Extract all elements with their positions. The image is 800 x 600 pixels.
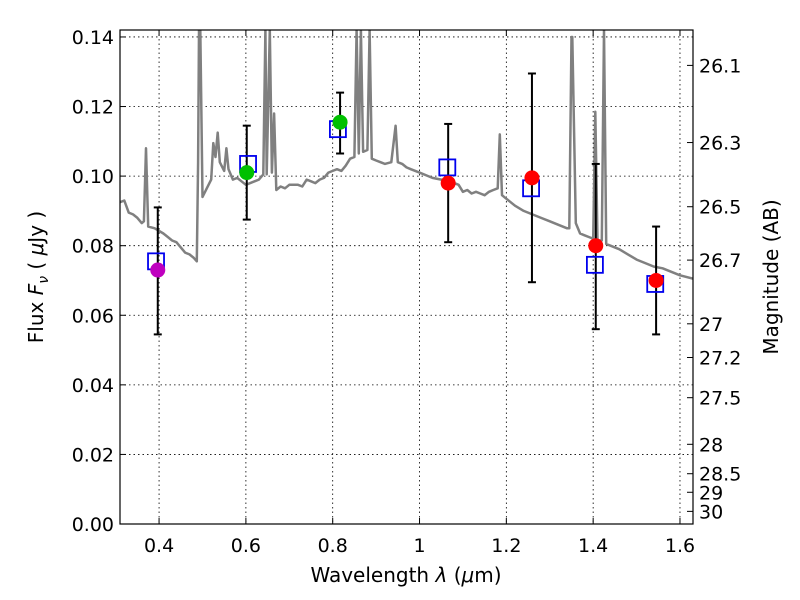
magnitude-tick-label: 30 [699, 501, 723, 523]
x-tick-label: 0.8 [318, 535, 348, 557]
photometry-point [150, 262, 166, 278]
y-tick-label: 0.08 [72, 236, 114, 258]
x-axis-ticks: 0.4 0.6 0.8 1 1.2 1.4 1.6 [144, 30, 695, 557]
magnitude-tick-label: 29 [699, 482, 723, 504]
y-tick-label: 0.10 [72, 166, 114, 188]
y-axis-ticks: 0.00 0.02 0.04 0.06 0.08 0.10 0.12 0.14 [72, 27, 126, 536]
magnitude-tick-label: 26.5 [699, 197, 741, 219]
right-axis-label: Magnitude (AB) [759, 199, 783, 354]
y-tick-label: 0.12 [72, 97, 114, 119]
magnitude-tick-label: 26.1 [699, 55, 741, 77]
y-tick-label: 0.02 [72, 444, 114, 466]
x-tick-label: 0.4 [144, 535, 174, 557]
y-tick-label: 0.00 [72, 514, 114, 536]
x-tick-label: 1 [413, 535, 425, 557]
model-band-square [585, 255, 604, 274]
photometry-point [440, 175, 456, 191]
axes-frame [119, 29, 694, 525]
magnitude-tick-label: 26.3 [699, 133, 741, 155]
x-tick-label: 0.6 [231, 535, 261, 557]
y-tick-label: 0.06 [72, 305, 114, 327]
photometry-point [239, 165, 255, 181]
photometry-points [150, 114, 664, 288]
x-tick-label: 1.6 [665, 535, 695, 557]
magnitude-tick-label: 27 [699, 314, 723, 336]
x-tick-label: 1.2 [491, 535, 521, 557]
magnitude-tick-label: 26.7 [699, 250, 741, 272]
magnitude-tick-label: 28 [699, 434, 723, 456]
model-spectrum-line [120, 30, 693, 280]
model-band-square [438, 158, 457, 177]
photometry-point [588, 238, 604, 254]
x-axis-label: Wavelength λ (μm) [310, 563, 501, 587]
magnitude-tick-label: 27.2 [699, 347, 741, 369]
x-tick-label: 1.4 [578, 535, 608, 557]
plot-area [120, 30, 693, 336]
y-axis-label: Flux Fν ( μJy ) [24, 211, 52, 343]
magnitude-tick-label: 27.5 [699, 388, 741, 410]
y-tick-label: 0.04 [72, 375, 114, 397]
photometry-point [524, 170, 540, 186]
magnitude-tick-label: 28.5 [699, 464, 741, 486]
photometry-point [332, 114, 348, 130]
photometry-point [648, 272, 664, 288]
y-tick-label: 0.14 [72, 27, 114, 49]
